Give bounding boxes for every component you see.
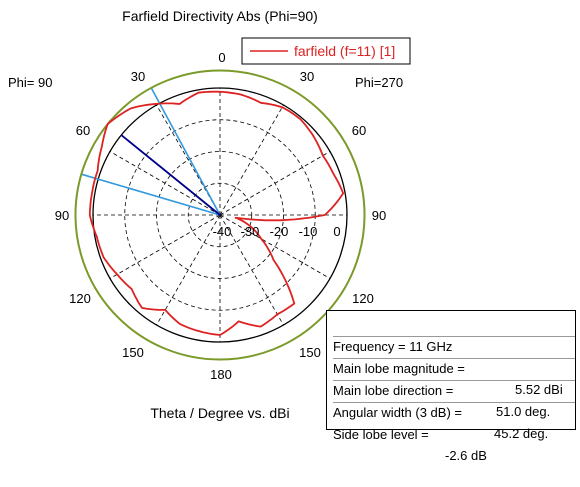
info-angular-width: Angular width (3 dB) = 45.2 deg. <box>333 380 575 441</box>
legend: farfield (f=11) [1] <box>241 37 411 65</box>
width-value: 45.2 deg. <box>494 426 549 441</box>
beam-edge-line <box>150 87 221 216</box>
grid-spoke <box>219 104 284 216</box>
frequency-text: Frequency = 11 GHz <box>333 339 453 354</box>
annotation-lines <box>80 87 221 216</box>
width-label: Angular width (3 dB) = <box>333 405 462 420</box>
angle-label-30-right: 30 <box>300 69 314 84</box>
radial-tick-label: -40 <box>213 224 232 239</box>
polar-grid <box>92 87 348 343</box>
radial-tick-label: -30 <box>241 224 260 239</box>
angle-labels: 0 30 30 60 60 90 90 120 120 150 150 180 -40 -30 -20 -10… <box>55 50 386 382</box>
sidelobe-value: -2.6 dB <box>445 448 487 463</box>
info-direction: Main lobe direction = 51.0 deg. <box>333 358 575 419</box>
grid-spoke <box>219 151 331 216</box>
farfield-curve <box>88 90 345 336</box>
phi-right-label: Phi=270 <box>355 75 403 90</box>
direction-value: 51.0 deg. <box>496 404 551 419</box>
angle-label-180: 180 <box>210 367 232 382</box>
angle-label-120-left: 120 <box>69 291 91 306</box>
grid-spoke <box>219 214 331 279</box>
direction-label: Main lobe direction = <box>333 383 454 398</box>
angle-label-0: 0 <box>218 50 225 65</box>
angle-label-60-left: 60 <box>76 123 90 138</box>
beam-edge-line <box>80 173 221 216</box>
magnitude-label: Main lobe magnitude = <box>333 361 465 376</box>
result-info-box: Frequency = 11 GHz Main lobe magnitude =… <box>326 310 576 463</box>
chart-title: Farfield Directivity Abs (Phi=90) <box>122 8 318 24</box>
phi-left-label: Phi= 90 <box>8 75 52 90</box>
magnitude-value: 5.52 dBi <box>515 382 563 397</box>
angle-label-150-right: 150 <box>299 345 321 360</box>
grid-spoke <box>219 214 284 326</box>
polar-chart: Farfield Directivity Abs (Phi=90) 0 30 30 6… <box>8 8 411 421</box>
x-axis-label: Theta / Degree vs. dBi <box>150 405 289 421</box>
reference-circle <box>74 69 366 361</box>
legend-label: farfield (f=11) [1] <box>294 43 395 59</box>
grid-spoke <box>156 214 221 326</box>
angle-label-120-right: 120 <box>352 291 374 306</box>
angle-label-150-left: 150 <box>122 345 144 360</box>
info-frequency: Frequency = 11 GHz <box>333 315 575 354</box>
radial-tick-label: -10 <box>299 224 318 239</box>
radial-tick-label: -20 <box>270 224 289 239</box>
angle-label-30-left: 30 <box>131 69 145 84</box>
series-group <box>74 69 366 361</box>
grid-spoke <box>109 214 221 279</box>
info-side-lobe: Side lobe level = -2.6 dB <box>333 402 575 463</box>
main-lobe-line <box>120 134 221 216</box>
angle-label-90-right: 90 <box>372 208 386 223</box>
angle-label-90-left: 90 <box>55 208 69 223</box>
grid-circle-dashed <box>124 119 316 311</box>
grid-spoke <box>109 151 221 216</box>
angle-label-60-right: 60 <box>352 123 366 138</box>
radial-tick-label: 0 <box>333 224 340 239</box>
info-magnitude: Main lobe magnitude = 5.52 dBi <box>333 336 575 397</box>
